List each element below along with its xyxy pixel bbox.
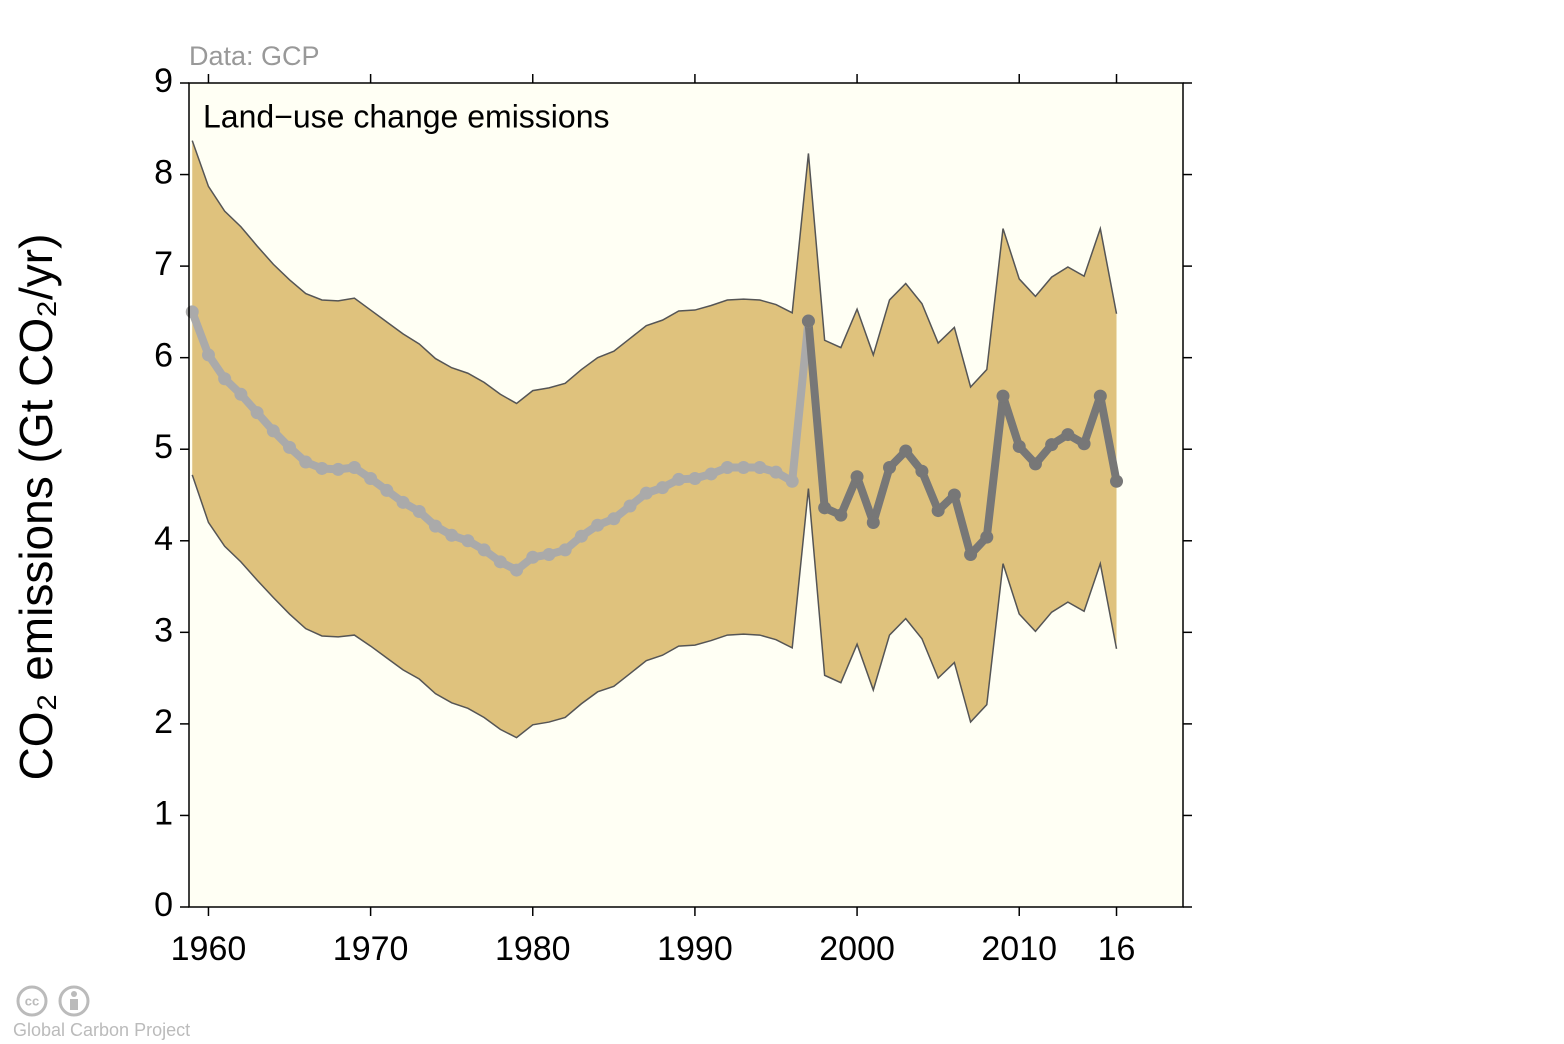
- y-tick-label: 3: [154, 611, 173, 649]
- cc-icon: [16, 985, 48, 1017]
- point: [428, 519, 442, 533]
- point: [818, 501, 832, 515]
- point: [185, 305, 199, 319]
- point: [445, 528, 459, 542]
- y-tick-label: 1: [154, 794, 173, 832]
- point: [380, 483, 394, 497]
- x-tick-label: 1980: [495, 930, 571, 968]
- by-icon-head: [71, 991, 77, 997]
- band-edge-lower: [191, 474, 1118, 739]
- point: [1093, 389, 1107, 403]
- x-tick-label: 2000: [819, 930, 895, 968]
- point: [558, 543, 572, 557]
- point: [510, 563, 524, 577]
- point: [315, 461, 329, 475]
- point: [299, 455, 313, 469]
- point: [688, 472, 702, 486]
- source: Data: GCP: [189, 41, 320, 71]
- credit: Global Carbon Project: [13, 1020, 190, 1040]
- point: [785, 474, 799, 488]
- y-axis-label: CO₂ emissions (Gt CO₂/yr): [10, 234, 62, 781]
- point: [704, 467, 718, 481]
- point: [866, 515, 880, 529]
- point: [753, 461, 767, 475]
- point: [250, 406, 264, 420]
- point: [364, 472, 378, 486]
- point: [396, 495, 410, 509]
- x-tick-label: 1970: [333, 930, 409, 968]
- point: [542, 548, 556, 562]
- y-tick-label: 6: [154, 337, 173, 375]
- point: [964, 548, 978, 562]
- cc-text: cc: [25, 993, 39, 1008]
- point: [234, 387, 248, 401]
- point: [883, 461, 897, 475]
- y-tick-label: 4: [154, 520, 173, 558]
- point: [947, 488, 961, 502]
- x-tick-label: 2010: [981, 930, 1057, 968]
- y-tick-label: 2: [154, 703, 173, 741]
- point: [769, 465, 783, 479]
- point: [655, 481, 669, 495]
- point: [996, 389, 1010, 403]
- point: [218, 372, 232, 386]
- uncertainty-band: [192, 140, 1117, 738]
- point: [607, 512, 621, 526]
- point: [850, 470, 864, 484]
- point: [1028, 457, 1042, 471]
- point: [201, 348, 215, 362]
- y-tick-label: 8: [154, 154, 173, 192]
- point: [574, 529, 588, 543]
- point: [1061, 428, 1075, 442]
- point: [591, 518, 605, 532]
- point: [899, 444, 913, 458]
- point: [720, 461, 734, 475]
- chart-title: Land−use change emissions: [203, 98, 610, 134]
- point: [347, 461, 361, 475]
- point: [493, 555, 507, 569]
- point: [623, 499, 637, 513]
- point: [931, 504, 945, 518]
- point: [461, 534, 475, 548]
- point: [1012, 439, 1026, 453]
- y-tick-label: 0: [154, 886, 173, 924]
- y-tick-label: 9: [154, 62, 173, 100]
- point: [526, 550, 540, 564]
- point: [266, 424, 280, 438]
- x-tick-label: 1960: [171, 930, 247, 968]
- point: [834, 508, 848, 522]
- x-tick-label: 1990: [657, 930, 733, 968]
- point: [639, 486, 653, 500]
- point: [1077, 437, 1091, 451]
- point: [477, 543, 491, 557]
- point: [331, 462, 345, 476]
- point: [980, 530, 994, 544]
- point: [1110, 474, 1124, 488]
- band-edge-upper: [191, 140, 1118, 405]
- point: [801, 314, 815, 328]
- plot-frame: [188, 82, 1184, 908]
- by-icon: [58, 985, 90, 1017]
- point: [737, 461, 751, 475]
- point: [672, 472, 686, 486]
- point: [412, 504, 426, 518]
- point: [915, 464, 929, 478]
- by-icon-body: [70, 999, 78, 1010]
- x-tick-label: 16: [1098, 930, 1136, 968]
- point: [1045, 438, 1059, 452]
- y-tick-label: 7: [154, 245, 173, 283]
- point: [283, 440, 297, 454]
- y-tick-label: 5: [154, 428, 173, 466]
